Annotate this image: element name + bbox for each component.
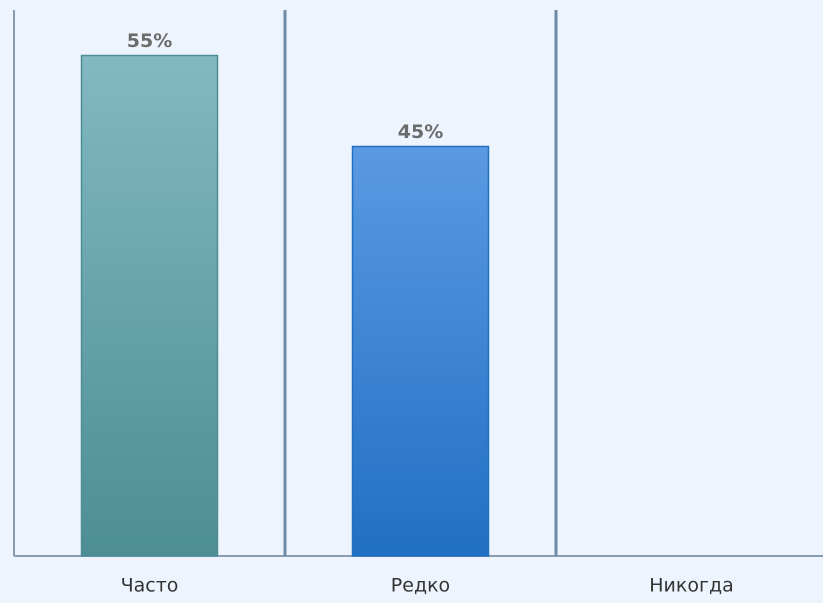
- data-label: 55%: [127, 30, 172, 52]
- x-tick-label: Часто: [121, 575, 179, 597]
- bar: [351, 145, 490, 557]
- x-tick-label: Редко: [391, 575, 450, 597]
- data-label: 45%: [398, 121, 443, 143]
- x-tick-label: Никогда: [649, 575, 734, 597]
- bar: [80, 54, 219, 557]
